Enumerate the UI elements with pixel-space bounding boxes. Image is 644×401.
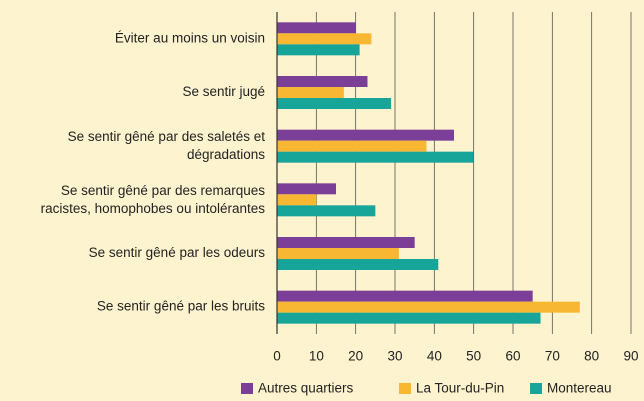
x-tick-label: 70 [545,349,560,364]
y-tick-label: Se sentir gêné par les bruits [97,299,265,314]
legend-label: La Tour-du-Pin [416,381,504,396]
x-tick-label: 60 [505,349,520,364]
bar [277,237,415,248]
legend-label: Autres quartiers [258,381,354,396]
x-tick-label: 0 [273,349,281,364]
bar [277,205,376,217]
x-tick-label: 40 [427,349,442,364]
bar [277,87,344,98]
bar [277,248,399,259]
bar [277,98,392,109]
x-tick-label: 80 [584,349,599,364]
y-tick-label: Se sentir gêné par les odeurs [89,245,266,260]
legend-swatch [530,383,542,394]
bar [277,76,368,87]
bar [277,183,336,195]
legend-label: Montereau [547,381,612,396]
bar [277,22,356,34]
x-tick-label: 20 [348,349,363,364]
legend-swatch [399,383,411,394]
bar [277,33,372,45]
bar [277,301,580,313]
y-tick-label: Se sentir gêné par des remarques racistes… [41,182,266,215]
bar [277,140,427,152]
bar [277,44,360,56]
bar [277,290,533,302]
bar [277,194,317,206]
x-tick-label: 30 [387,349,402,364]
x-tick-label: 50 [466,349,481,364]
y-tick-label: Se sentir jugé [182,84,265,99]
bar [277,151,474,163]
y-tick-label: Éviter au moins un voisin [115,30,265,45]
bar [277,312,541,324]
bar [277,259,439,270]
bar [277,129,454,141]
y-tick-label: Se sentir gêné par des saletés et dégrada… [68,129,266,162]
x-tick-label: 90 [623,349,638,364]
x-tick-label: 10 [309,349,324,364]
legend-swatch [241,383,253,394]
